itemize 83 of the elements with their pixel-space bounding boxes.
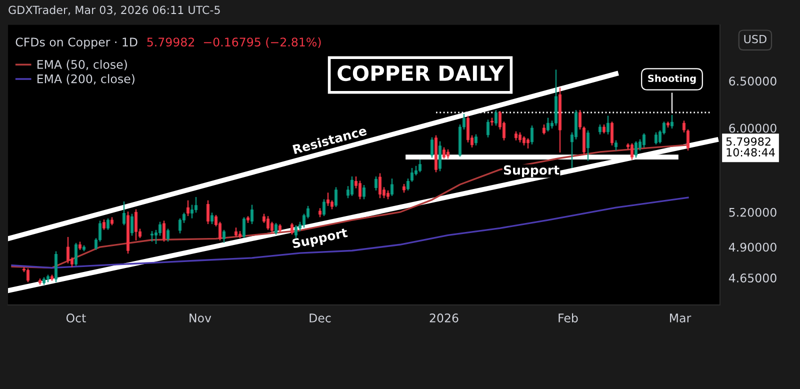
candlestick [614,140,618,150]
text: CFDs on Copper · 1D [16,38,138,49]
candlestick [250,204,254,224]
candlestick [606,116,610,134]
candlestick [210,212,214,224]
candlestick [270,222,274,234]
candlestick [438,141,442,172]
candlestick [326,192,330,206]
candlestick [106,218,110,230]
candlestick [474,134,478,146]
candlestick [586,130,590,161]
x-tick-label: Dec [310,314,331,322]
candlestick [74,242,78,266]
candlestick [494,110,498,126]
candlestick [410,168,414,182]
candlestick [578,110,582,130]
candlestick [102,220,106,230]
candlestick [162,220,166,242]
candlestick [194,197,198,213]
candlestick [670,114,674,129]
candlestick [266,216,270,230]
candlestick [642,133,646,148]
candlestick [322,199,326,216]
y-tick-label: 4.90000 [728,242,776,252]
text: USD [744,34,766,44]
candlestick [406,178,410,190]
candlestick [634,141,638,158]
candlestick [362,185,366,200]
candlestick [654,132,658,144]
candlestick [390,178,394,196]
y-tick-label: 4.65000 [728,274,776,282]
legend-label: EMA (50, close) [37,60,127,70]
candlestick [682,120,686,132]
x-tick-label: 2026 [430,314,458,322]
candlestick [526,138,530,148]
candlestick [610,122,614,146]
candlestick [430,137,434,158]
candlestick [486,120,490,138]
candlestick [222,230,226,243]
x-tick-label: Nov [190,314,212,322]
candlestick [242,217,246,238]
line-series [11,196,689,269]
candlestick [66,236,70,264]
annotation: 5.79982 −0.16795 (−2.81%) [147,37,321,48]
annotation: Support [504,165,560,178]
candlestick [686,129,690,150]
candlestick [158,222,162,236]
annotation: Shooting [648,74,696,84]
candlestick [178,218,182,234]
x-tick-label: Oct [66,314,86,322]
candlestick [122,201,126,226]
text: 5.79982 10:48:44 [726,137,775,157]
y-tick-label: 6.50000 [729,76,776,86]
candlestick [374,176,378,190]
candlestick [134,209,138,240]
annotation: Support [292,228,348,251]
candlestick [186,200,190,216]
candlestick [130,214,134,236]
candlestick [350,176,354,196]
candlestick [530,125,534,144]
annotation: COPPER DAILY [338,65,504,82]
candlestick [334,187,338,208]
y-tick-label: 6.00000 [729,124,776,133]
x-tick-label: Feb [558,313,578,322]
candlestick [630,143,634,160]
candlestick [442,147,446,159]
candlestick [206,200,210,224]
candlestick [26,268,30,282]
candlestick [274,222,278,235]
candlestick [190,204,194,218]
candlestick [582,126,586,155]
candlestick [466,116,470,142]
candlestick [166,228,170,242]
y-tick-label: 5.20000 [729,208,776,217]
candlestick [378,173,382,198]
x-tick-label: Mar [670,314,692,322]
legend-label: EMA (200, close) [37,74,134,85]
candlestick [418,160,422,172]
candlestick [546,118,550,132]
candlestick [358,180,362,200]
candlestick [290,222,294,235]
text: GDXTrader, Mar 03, 2026 06:11 UTC-5 [8,6,220,16]
candlestick [150,231,154,242]
